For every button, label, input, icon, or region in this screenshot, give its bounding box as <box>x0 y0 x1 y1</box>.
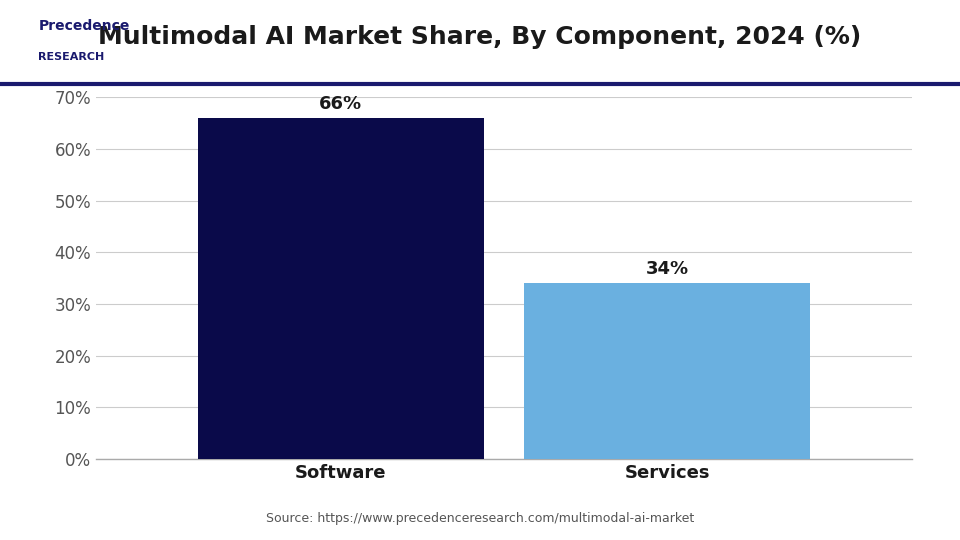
Text: Multimodal AI Market Share, By Component, 2024 (%): Multimodal AI Market Share, By Component… <box>98 25 862 49</box>
Bar <box>524 284 810 459</box>
Text: Precedence: Precedence <box>38 19 130 33</box>
Text: RESEARCH: RESEARCH <box>38 52 105 62</box>
Bar <box>198 118 484 459</box>
Text: 34%: 34% <box>646 260 688 278</box>
Text: Source: https://www.precedenceresearch.com/multimodal-ai-market: Source: https://www.precedenceresearch.c… <box>266 512 694 525</box>
Text: 66%: 66% <box>320 94 362 113</box>
